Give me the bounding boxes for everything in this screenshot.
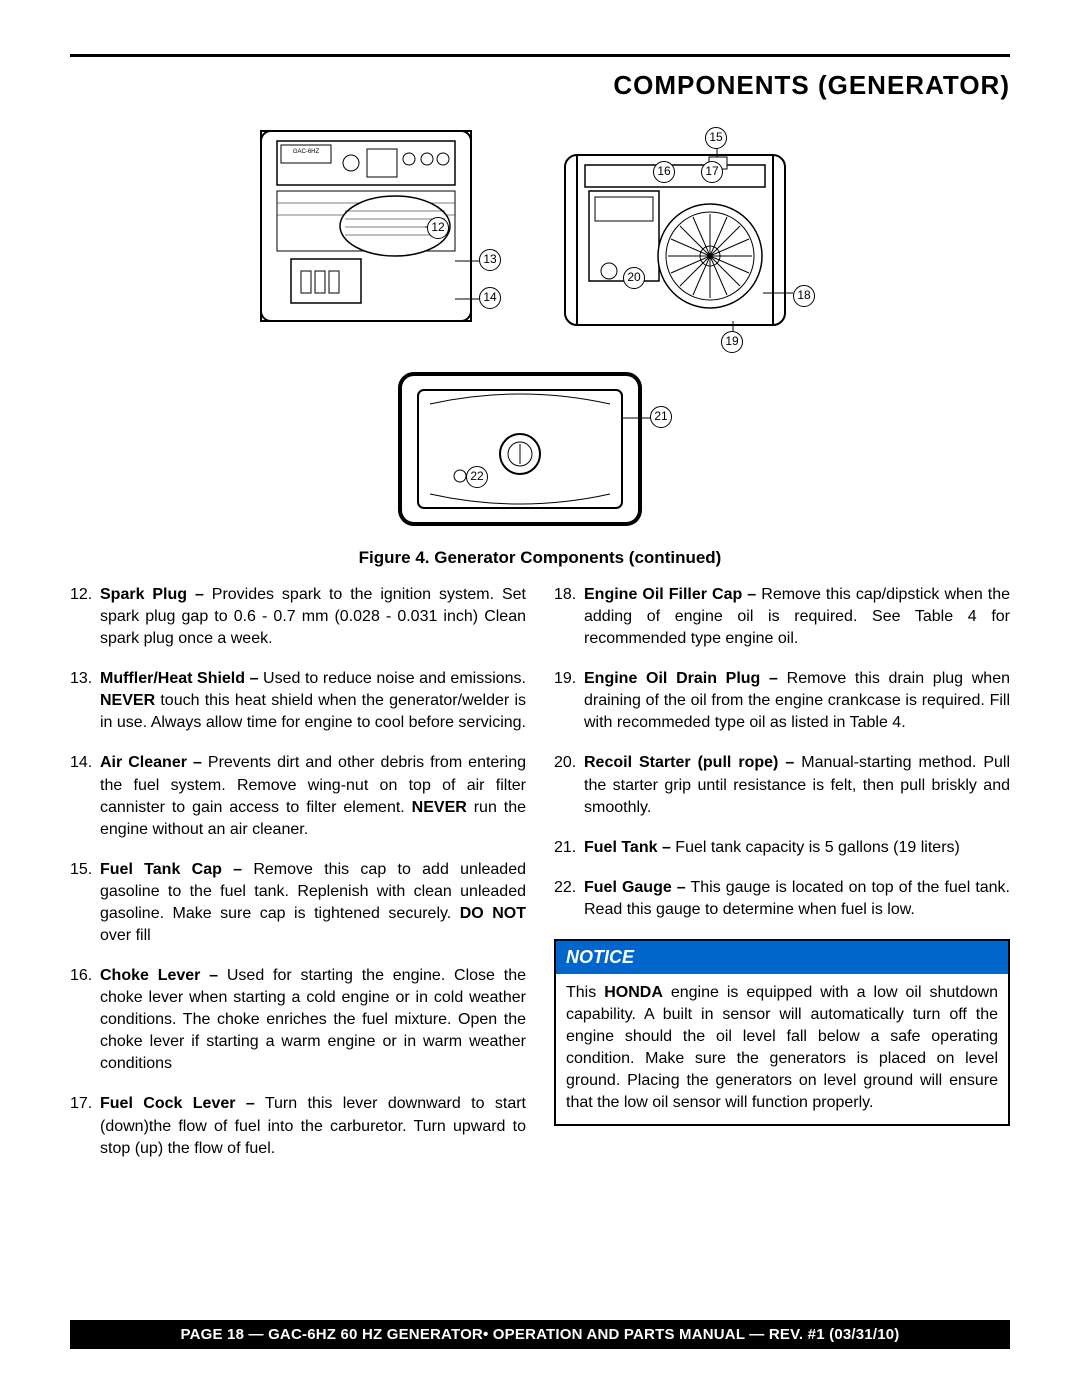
callout-15: 15 — [705, 127, 727, 149]
notice-pre: This — [566, 984, 604, 1001]
item-num: 12. — [70, 584, 100, 650]
item-num: 13. — [70, 668, 100, 734]
item-bold: DO NOT — [460, 905, 526, 922]
svg-text:GAC-6HZ: GAC-6HZ — [293, 149, 320, 155]
item-num: 18. — [554, 584, 584, 650]
item-22: 22. Fuel Gauge – This gauge is located o… — [554, 877, 1010, 921]
diagram-left-svg: GAC-6HZ — [255, 121, 515, 331]
callout-16: 16 — [653, 161, 675, 183]
callout-20: 20 — [623, 267, 645, 289]
diagram-left: GAC-6HZ — [255, 121, 515, 331]
item-num: 15. — [70, 859, 100, 947]
figure-area: GAC-6HZ — [70, 121, 1010, 568]
item-num: 16. — [70, 965, 100, 1075]
item-num: 20. — [554, 752, 584, 818]
item-title: Fuel Gauge – — [584, 879, 686, 896]
callout-21: 21 — [650, 406, 672, 428]
notice-header: NOTICE — [556, 941, 1008, 974]
item-14: 14. Air Cleaner – Prevents dirt and othe… — [70, 752, 526, 840]
diagram-bottom-svg — [390, 364, 690, 534]
notice-box: NOTICE This HONDA engine is equipped wit… — [554, 939, 1010, 1126]
diagram-right-svg — [545, 121, 825, 356]
item-title: Fuel Tank Cap – — [100, 861, 242, 878]
item-15: 15. Fuel Tank Cap – Remove this cap to a… — [70, 859, 526, 947]
item-17: 17. Fuel Cock Lever – Turn this lever do… — [70, 1093, 526, 1159]
item-20: 20. Recoil Starter (pull rope) – Manual-… — [554, 752, 1010, 818]
column-left: 12. Spark Plug – Provides spark to the i… — [70, 584, 526, 1178]
item-title: Engine Oil Drain Plug – — [584, 670, 778, 687]
item-num: 14. — [70, 752, 100, 840]
callout-12: 12 — [427, 217, 449, 239]
item-21: 21. Fuel Tank – Fuel tank capacity is 5 … — [554, 837, 1010, 859]
item-num: 22. — [554, 877, 584, 921]
callout-17: 17 — [701, 161, 723, 183]
item-num: 19. — [554, 668, 584, 734]
item-bold: NEVER — [412, 799, 467, 816]
header-rule — [70, 54, 1010, 57]
notice-body: This HONDA engine is equipped with a low… — [556, 974, 1008, 1124]
item-text-pre: Used to reduce noise and emissions. — [258, 670, 526, 687]
diagram-bottom: 21 22 — [390, 364, 690, 534]
content-columns: 12. Spark Plug – Provides spark to the i… — [0, 584, 1080, 1178]
callout-18: 18 — [793, 285, 815, 307]
footer-bar: PAGE 18 — GAC-6HZ 60 HZ GENERATOR• OPERA… — [70, 1320, 1010, 1349]
item-19: 19. Engine Oil Drain Plug – Remove this … — [554, 668, 1010, 734]
item-title: Muffler/Heat Shield – — [100, 670, 258, 687]
item-title: Fuel Tank – — [584, 839, 671, 856]
item-title: Air Cleaner – — [100, 754, 202, 771]
notice-post: engine is equipped with a low oil shutdo… — [566, 984, 998, 1111]
item-title: Recoil Starter (pull rope) – — [584, 754, 794, 771]
item-text-post: touch this heat shield when the generato… — [100, 692, 526, 731]
item-12: 12. Spark Plug – Provides spark to the i… — [70, 584, 526, 650]
item-num: 17. — [70, 1093, 100, 1159]
figure-caption: Figure 4. Generator Components (continue… — [70, 548, 1010, 568]
item-bold: NEVER — [100, 692, 155, 709]
item-16: 16. Choke Lever – Used for starting the … — [70, 965, 526, 1075]
item-title: Fuel Cock Lever – — [100, 1095, 255, 1112]
callout-13: 13 — [479, 249, 501, 271]
item-title: Engine Oil Filler Cap – — [584, 586, 756, 603]
callout-19: 19 — [721, 331, 743, 353]
item-13: 13. Muffler/Heat Shield – Used to reduce… — [70, 668, 526, 734]
callout-14: 14 — [479, 287, 501, 309]
item-num: 21. — [554, 837, 584, 859]
item-title: Spark Plug – — [100, 586, 204, 603]
notice-bold: HONDA — [604, 984, 663, 1001]
item-text-post: over fill — [100, 927, 151, 944]
item-text: Fuel tank capacity is 5 gallons (19 lite… — [671, 839, 960, 856]
column-right: 18. Engine Oil Filler Cap – Remove this … — [554, 584, 1010, 1178]
item-title: Choke Lever – — [100, 967, 218, 984]
callout-22: 22 — [466, 466, 488, 488]
diagram-right: 15 16 17 18 19 20 — [545, 121, 825, 356]
item-18: 18. Engine Oil Filler Cap – Remove this … — [554, 584, 1010, 650]
